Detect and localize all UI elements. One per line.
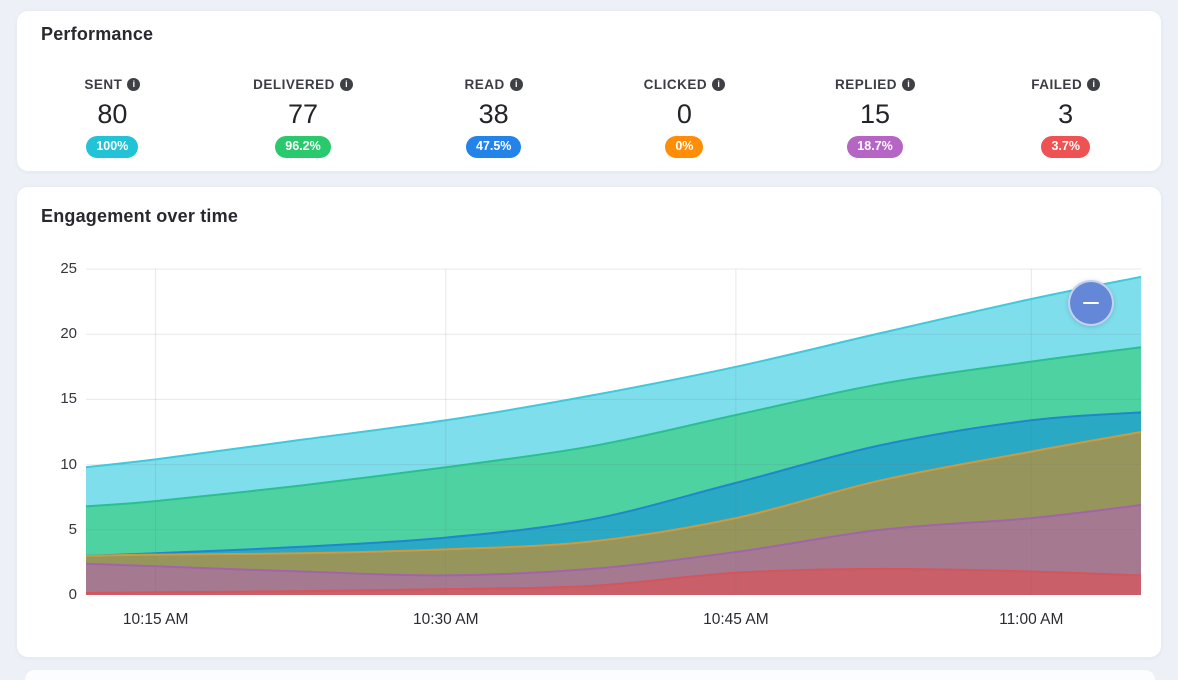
metric-label: DELIVERED bbox=[253, 76, 335, 92]
metric-badge: 96.2% bbox=[275, 136, 331, 158]
metric-value: 38 bbox=[478, 99, 509, 129]
x-axis-label: 11:00 AM bbox=[999, 611, 1064, 628]
info-icon[interactable]: i bbox=[1087, 77, 1101, 91]
metric-clicked: CLICKED i 0 0% bbox=[589, 75, 780, 158]
metric-delivered: DELIVERED i 77 96.2% bbox=[208, 75, 399, 158]
x-axis-label: 10:45 AM bbox=[703, 611, 769, 628]
engagement-card: Engagement over time 0 5 10 15 20 25 10:15 AM 1… bbox=[16, 186, 1162, 658]
metric-value: 80 bbox=[97, 99, 128, 129]
line-sent bbox=[85, 275, 1142, 469]
metric-badge: 47.5% bbox=[465, 136, 522, 158]
area-failed bbox=[86, 568, 1141, 595]
metric-label: REPLIED bbox=[835, 76, 898, 92]
metric-badge: 100% bbox=[86, 136, 139, 158]
info-icon[interactable]: i bbox=[712, 77, 726, 91]
metric-badge: 18.7% bbox=[847, 136, 903, 158]
x-axis-label: 10:30 AM bbox=[413, 611, 479, 628]
y-axis-label: 15 bbox=[60, 390, 77, 408]
y-axis-label: 0 bbox=[68, 586, 77, 603]
metric-label-row: DELIVERED i bbox=[253, 75, 353, 93]
metric-badge: 3.7% bbox=[1041, 136, 1090, 158]
metric-label-row: READ i bbox=[465, 75, 523, 93]
next-card-peek bbox=[24, 669, 1156, 680]
metric-label-row: CLICKED i bbox=[644, 75, 726, 93]
metric-label: READ bbox=[464, 76, 505, 92]
metric-failed: FAILED i 3 3.7% bbox=[970, 75, 1161, 158]
line-clicked bbox=[85, 431, 1142, 557]
minus-icon bbox=[1083, 301, 1099, 305]
y-axis-label: 25 bbox=[60, 260, 77, 277]
performance-card: Performance SENT i 80 100% DELIVERED i 77 96.2%… bbox=[16, 10, 1162, 172]
line-replied bbox=[85, 504, 1142, 577]
y-axis-label: 20 bbox=[60, 325, 77, 343]
x-axis-label: 10:15 AM bbox=[122, 611, 189, 628]
metric-label: FAILED bbox=[1031, 76, 1083, 92]
metric-value: 0 bbox=[676, 99, 692, 129]
line-failed bbox=[85, 567, 1142, 594]
metric-label-row: SENT i bbox=[84, 75, 141, 93]
metric-sent: SENT i 80 100% bbox=[17, 75, 208, 158]
metric-label-row: FAILED i bbox=[1031, 75, 1101, 93]
engagement-card-title: Engagement over time bbox=[41, 206, 239, 226]
metric-label-row: REPLIED i bbox=[835, 75, 916, 93]
engagement-chart bbox=[85, 268, 1142, 595]
info-icon[interactable]: i bbox=[339, 77, 353, 91]
collapse-button[interactable] bbox=[1068, 280, 1114, 326]
metric-badge: 0% bbox=[665, 136, 704, 158]
metrics-row: SENT i 80 100% DELIVERED i 77 96.2% READ i 38 47.5%… bbox=[17, 75, 1161, 158]
performance-card-title: Performance bbox=[41, 24, 154, 44]
info-icon[interactable]: i bbox=[509, 77, 523, 91]
metric-value: 77 bbox=[287, 99, 319, 129]
line-delivered bbox=[85, 346, 1142, 508]
metric-value: 15 bbox=[860, 99, 891, 129]
metric-label: CLICKED bbox=[643, 76, 708, 92]
metric-replied: REPLIED i 15 18.7% bbox=[780, 75, 971, 158]
info-icon[interactable]: i bbox=[902, 77, 916, 91]
metric-value: 3 bbox=[1058, 99, 1074, 129]
info-icon[interactable]: i bbox=[127, 77, 141, 91]
y-axis-label: 10 bbox=[60, 455, 77, 473]
line-read bbox=[85, 411, 1142, 557]
metric-label: SENT bbox=[84, 76, 123, 92]
metric-read: READ i 38 47.5% bbox=[398, 75, 589, 158]
y-axis-label: 5 bbox=[68, 520, 77, 538]
chart-svg bbox=[85, 268, 1142, 595]
